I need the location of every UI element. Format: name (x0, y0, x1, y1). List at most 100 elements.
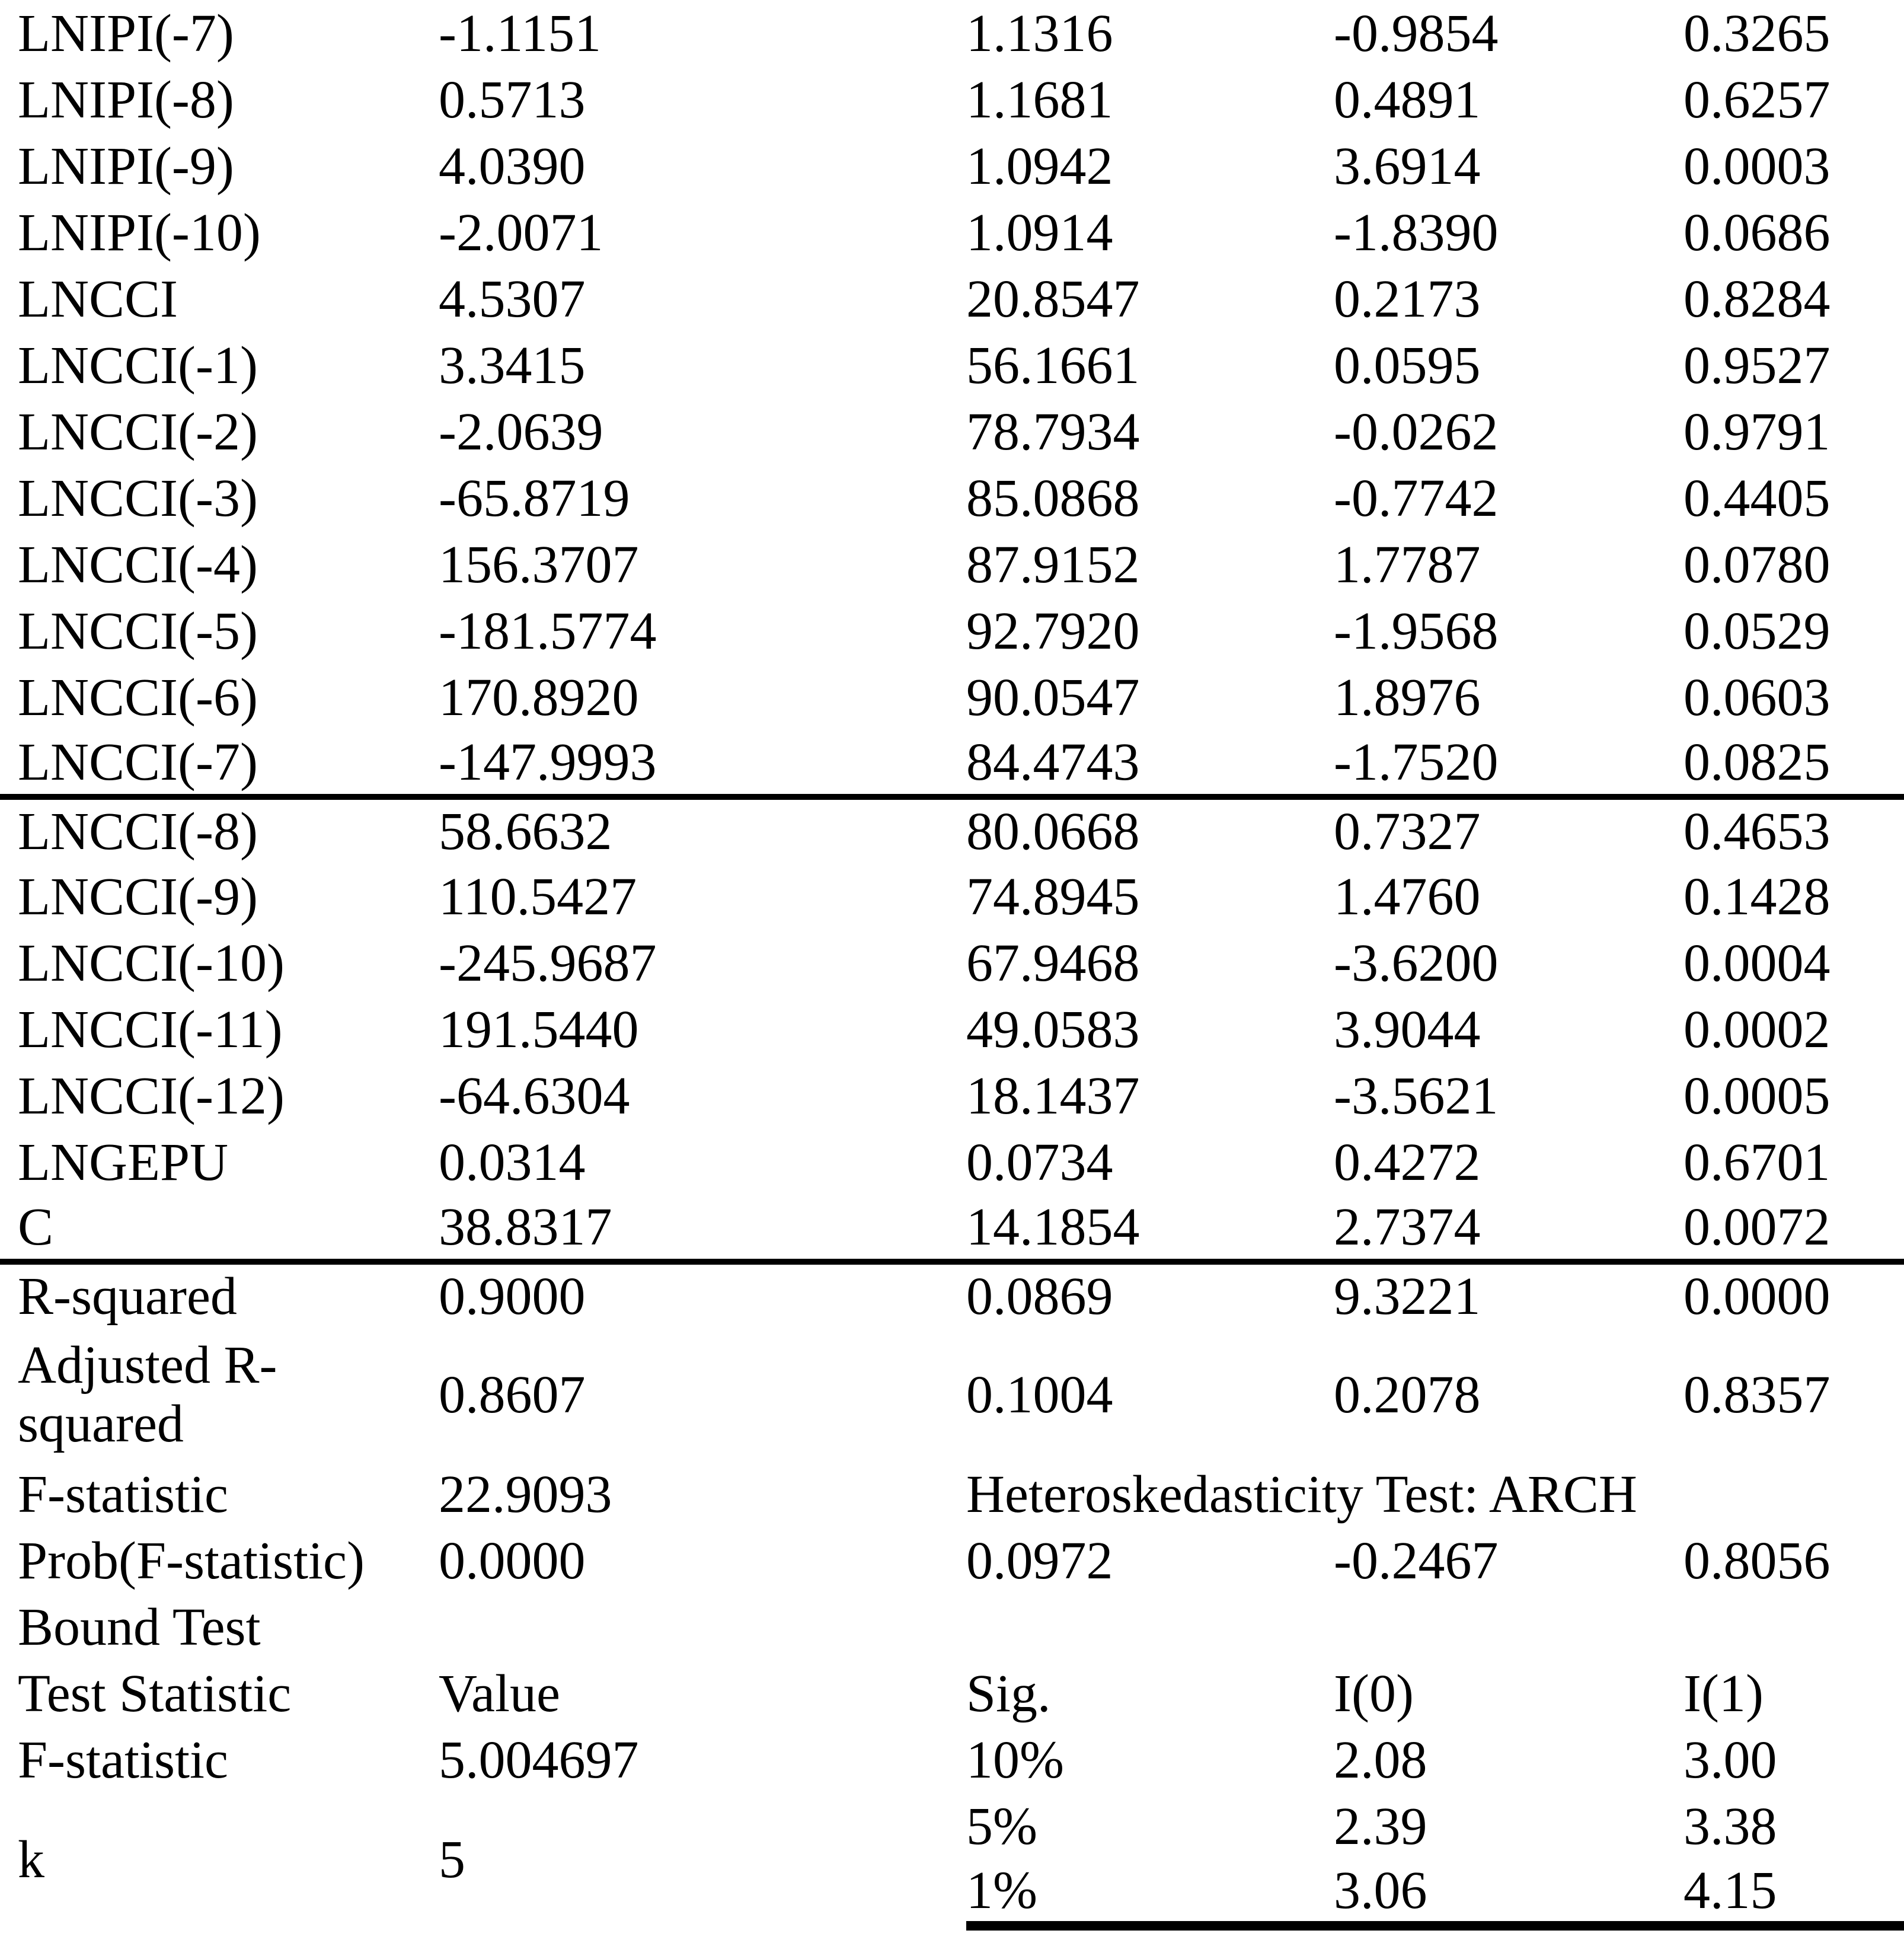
empty-cell (1683, 1594, 1904, 1660)
table-row: LNCCI(-11) 191.5440 49.0583 3.9044 0.000… (0, 996, 1904, 1063)
stat-value-cell: -0.2467 (1334, 1531, 1499, 1590)
table-row: LNCCI(-10) -245.9687 67.9468 -3.6200 0.0… (0, 930, 1904, 996)
variable-name-cell: LNCCI(-2) (18, 402, 258, 461)
table-row: LNCCI(-6) 170.8920 90.0547 1.8976 0.0603 (0, 664, 1904, 730)
variable-name-cell: LNCCI(-9) (18, 867, 258, 926)
coefficient-cell: -64.6304 (439, 1066, 630, 1125)
variable-name-cell: LNIPI(-9) (18, 136, 234, 196)
bound-k-label-cell: k (18, 1830, 44, 1889)
std-error-cell: 80.0668 (966, 802, 1140, 861)
bound-header-test-statistic: Test Statistic (18, 1664, 292, 1723)
variable-name-cell: LNCCI(-7) (0, 730, 439, 800)
std-error-cell: 92.7920 (966, 601, 1140, 661)
bound-sig-cell: 10% (966, 1730, 1064, 1789)
bound-value-cell: 5.004697 (439, 1730, 639, 1789)
stat-value-cell: 0.1004 (966, 1365, 1113, 1424)
prob-cell: 0.0603 (1683, 668, 1830, 727)
std-error-cell: 1.0914 (966, 203, 1113, 262)
stat-value-cell: 0.0869 (966, 1267, 1113, 1326)
table-row: LNIPI(-9) 4.0390 1.0942 3.6914 0.0003 (0, 133, 1904, 199)
bound-test-statistic-cell: F-statistic (18, 1730, 228, 1789)
stat-label-cell: F-statistic (18, 1465, 228, 1524)
variable-name-cell: LNIPI(-7) (18, 4, 234, 63)
coefficient-cell: -65.8719 (439, 468, 630, 528)
coefficient-cell: 0.0314 (439, 1132, 586, 1192)
prob-cell: 0.0004 (1683, 933, 1830, 993)
t-statistic-cell: 0.4272 (1334, 1132, 1481, 1192)
coefficient-cell: 156.3707 (439, 535, 639, 594)
empty-cell (1334, 1594, 1683, 1660)
table-row: 1% 3.06 4.15 (0, 1859, 1904, 1931)
t-statistic-cell: 3.9044 (1334, 1000, 1481, 1059)
std-error-cell: 0.0734 (966, 1132, 1113, 1192)
std-error-cell: 1.1316 (966, 4, 1113, 63)
std-error-cell: 78.7934 (966, 402, 1140, 461)
prob-cell: 0.0002 (1683, 1000, 1830, 1059)
stat-label-cell: Prob(F-statistic) (18, 1531, 365, 1590)
bound-i1-cell: 3.00 (1683, 1730, 1777, 1789)
prob-cell: 0.9791 (1683, 402, 1830, 461)
table-row: Adjusted R-squared 0.8607 0.1004 0.2078 … (0, 1328, 1904, 1461)
coefficient-cell: -2.0071 (439, 203, 603, 262)
table-row: LNCCI 4.5307 20.8547 0.2173 0.8284 (0, 266, 1904, 332)
t-statistic-cell: 1.7787 (1334, 535, 1481, 594)
std-error-cell: 49.0583 (966, 1000, 1140, 1059)
table-row: LNIPI(-7) -1.1151 1.1316 -0.9854 0.3265 (0, 0, 1904, 66)
std-error-cell: 14.1854 (966, 1195, 1334, 1265)
t-statistic-cell: 0.2173 (1334, 269, 1481, 328)
prob-cell: 0.1428 (1683, 867, 1830, 926)
table-row: LNCCI(-4) 156.3707 87.9152 1.7787 0.0780 (0, 531, 1904, 598)
stat-value-cell: 0.0000 (1683, 1267, 1830, 1326)
t-statistic-cell: 2.7374 (1334, 1195, 1683, 1265)
t-statistic-cell: 0.7327 (1334, 802, 1481, 861)
table-row: LNCCI(-1) 3.3415 56.1661 0.0595 0.9527 (0, 332, 1904, 398)
bound-test-section-title: Bound Test (18, 1597, 261, 1657)
prob-cell: 0.6701 (1683, 1132, 1830, 1192)
prob-cell: 0.8284 (1683, 269, 1830, 328)
stat-value-cell: 22.9093 (439, 1465, 612, 1524)
table-row: Prob(F-statistic) 0.0000 0.0972 -0.2467 … (0, 1527, 1904, 1594)
variable-name-cell: LNCCI(-12) (18, 1066, 285, 1125)
t-statistic-cell: -3.5621 (1334, 1066, 1499, 1125)
t-statistic-cell: 1.8976 (1334, 668, 1481, 727)
std-error-cell: 20.8547 (966, 269, 1140, 328)
bound-header-i1: I(1) (1683, 1664, 1764, 1723)
variable-name-cell: LNIPI(-10) (18, 203, 261, 262)
prob-cell: 0.9527 (1683, 336, 1830, 395)
bound-test-header-row: Test Statistic Value Sig. I(0) I(1) (0, 1660, 1904, 1727)
t-statistic-cell: 1.4760 (1334, 867, 1481, 926)
prob-cell: 0.0003 (1683, 136, 1830, 196)
prob-cell: 0.6257 (1683, 70, 1830, 129)
variable-name-cell: LNIPI(-8) (18, 70, 234, 129)
table-row: LNCCI(-9) 110.5427 74.8945 1.4760 0.1428 (0, 863, 1904, 930)
t-statistic-cell: 0.4891 (1334, 70, 1481, 129)
table-row: LNCCI(-3) -65.8719 85.0868 -0.7742 0.440… (0, 465, 1904, 531)
table-row: LNIPI(-10) -2.0071 1.0914 -1.8390 0.0686 (0, 199, 1904, 266)
std-error-cell: 74.8945 (966, 867, 1140, 926)
coefficient-cell: 58.6632 (439, 802, 612, 861)
prob-cell: 0.0686 (1683, 203, 1830, 262)
stat-label-cell: Adjusted R-squared (18, 1336, 277, 1453)
std-error-cell: 56.1661 (966, 336, 1140, 395)
table-row: F-statistic 5.004697 10% 2.08 3.00 (0, 1727, 1904, 1793)
coefficient-cell: -1.1151 (439, 4, 602, 63)
prob-cell: 0.0780 (1683, 535, 1830, 594)
stat-value-cell: 9.3221 (1334, 1267, 1481, 1326)
std-error-cell: 85.0868 (966, 468, 1140, 528)
bound-i0-cell: 2.08 (1334, 1730, 1427, 1789)
std-error-cell: 1.1681 (966, 70, 1113, 129)
table-row: k 5 5% 2.39 3.38 (0, 1793, 1904, 1889)
t-statistic-cell: 3.6914 (1334, 136, 1481, 196)
t-statistic-cell: -3.6200 (1334, 933, 1499, 993)
stat-value-cell: 0.0000 (439, 1531, 586, 1590)
table-row: C 38.8317 14.1854 2.7374 0.0072 (0, 1195, 1904, 1265)
table-row: LNIPI(-8) 0.5713 1.1681 0.4891 0.6257 (0, 66, 1904, 133)
table-row: LNCCI(-2) -2.0639 78.7934 -0.0262 0.9791 (0, 398, 1904, 465)
stat-value-cell: 0.8056 (1683, 1531, 1830, 1590)
std-error-cell: 90.0547 (966, 668, 1140, 727)
coefficient-cell: -2.0639 (439, 402, 603, 461)
coefficient-cell: -181.5774 (439, 601, 657, 661)
variable-name-cell: LNCCI(-10) (18, 933, 285, 993)
prob-cell: 0.0529 (1683, 601, 1830, 661)
